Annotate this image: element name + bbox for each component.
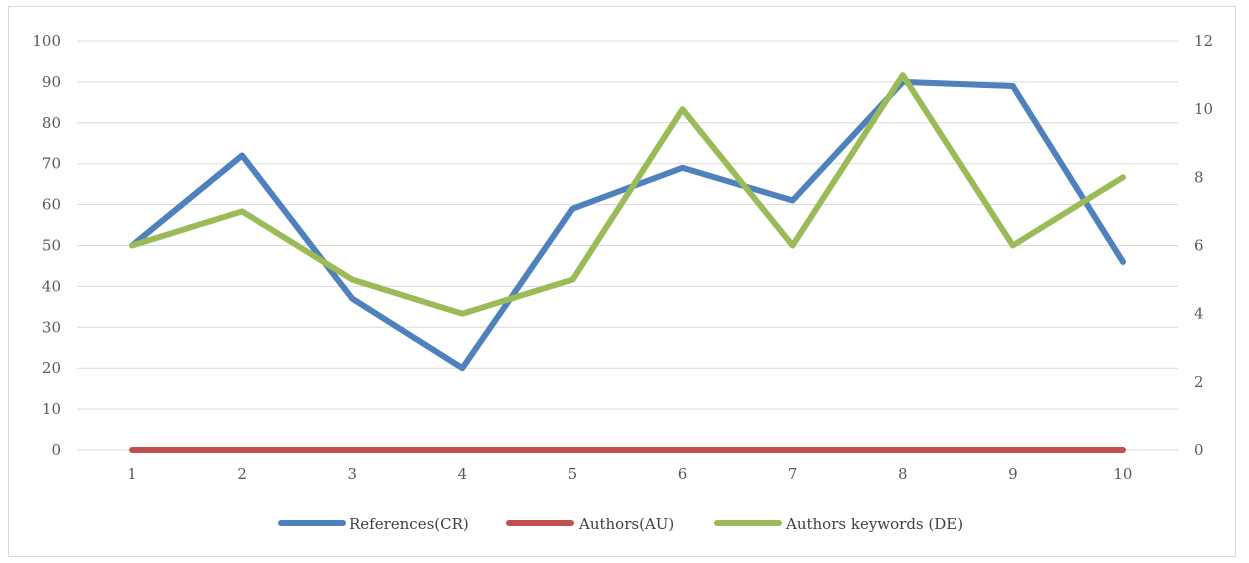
y-left-tick-label: 40 — [42, 277, 61, 295]
y-left-tick-label: 50 — [42, 237, 61, 255]
y-right-tick-label: 6 — [1194, 237, 1204, 255]
x-tick-label: 7 — [788, 465, 798, 483]
y-left-tick-label: 20 — [42, 359, 61, 377]
y-right-tick-label: 2 — [1194, 373, 1204, 391]
y-left-tick-label: 10 — [42, 400, 61, 418]
legend-label: Authors keywords (DE) — [785, 515, 963, 533]
y-left-tick-label: 60 — [42, 196, 61, 214]
right-axis-ticks: 0 2 4 6 8 10 12 — [1194, 32, 1213, 459]
y-left-tick-label: 30 — [42, 318, 61, 336]
y-left-tick-label: 70 — [42, 155, 61, 173]
y-left-tick-label: 90 — [42, 73, 61, 91]
y-right-tick-label: 12 — [1194, 32, 1213, 50]
y-right-tick-label: 8 — [1194, 168, 1204, 186]
x-tick-label: 2 — [237, 465, 247, 483]
x-tick-label: 3 — [347, 465, 357, 483]
series-line-0 — [129, 78, 1126, 372]
x-tick-label: 1 — [127, 465, 137, 483]
x-tick-label: 10 — [1113, 465, 1132, 483]
series-lines — [129, 72, 1126, 453]
left-axis-ticks: 0 10 20 30 40 50 60 70 80 90 100 — [32, 32, 61, 459]
x-tick-label: 9 — [1008, 465, 1018, 483]
y-right-tick-label: 0 — [1194, 441, 1204, 459]
x-tick-label: 4 — [458, 465, 468, 483]
y-left-tick-label: 100 — [32, 32, 61, 50]
x-tick-label: 5 — [568, 465, 578, 483]
y-right-tick-label: 10 — [1194, 100, 1213, 118]
series-line-2 — [129, 72, 1126, 317]
legend-label: Authors(AU) — [578, 515, 674, 533]
x-axis-ticks: 1 2 3 4 5 6 7 8 9 10 — [127, 465, 1132, 483]
x-tick-label: 6 — [678, 465, 688, 483]
y-right-tick-label: 4 — [1194, 305, 1204, 323]
y-left-tick-label: 80 — [42, 114, 61, 132]
chart-frame — [8, 6, 1236, 557]
y-left-tick-label: 0 — [51, 441, 61, 459]
legend: References(CR) Authors(AU) Authors keyword… — [278, 515, 963, 533]
legend-label: References(CR) — [349, 515, 469, 533]
x-tick-label: 8 — [898, 465, 908, 483]
